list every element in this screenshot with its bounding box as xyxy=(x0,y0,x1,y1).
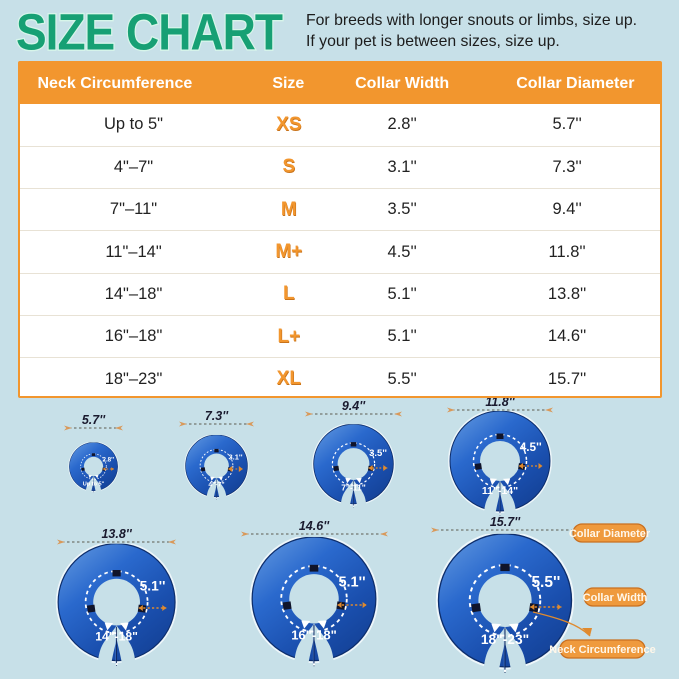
svg-text:Collar Width: Collar Width xyxy=(583,592,648,604)
svg-text:15.7'': 15.7'' xyxy=(490,515,521,529)
svg-text:4.5'': 4.5'' xyxy=(520,440,542,454)
svg-text:5.7'': 5.7'' xyxy=(82,413,106,427)
svg-text:5.1'': 5.1'' xyxy=(338,574,365,590)
svg-text:14.6'': 14.6'' xyxy=(299,519,330,533)
svg-text:Up to 5": Up to 5" xyxy=(83,482,105,488)
svg-text:13.8'': 13.8'' xyxy=(101,527,132,541)
svg-text:5.1'': 5.1'' xyxy=(140,579,166,594)
svg-text:Neck Circumference: Neck Circumference xyxy=(549,644,655,656)
svg-text:18"-23": 18"-23" xyxy=(481,632,529,647)
svg-text:4"-7": 4"-7" xyxy=(208,481,224,488)
svg-text:14"-18": 14"-18" xyxy=(95,630,138,644)
svg-text:9.4'': 9.4'' xyxy=(342,399,366,413)
svg-text:2.8'': 2.8'' xyxy=(103,456,115,463)
svg-text:3.5'': 3.5'' xyxy=(369,448,387,459)
svg-text:16"-18": 16"-18" xyxy=(291,628,337,643)
svg-text:Collar Diameter: Collar Diameter xyxy=(569,528,651,540)
svg-text:7.3'': 7.3'' xyxy=(205,409,229,423)
svg-text:5.5'': 5.5'' xyxy=(531,574,560,591)
svg-text:11"-14": 11"-14" xyxy=(482,485,518,497)
svg-text:7"-11": 7"-11" xyxy=(341,482,366,492)
svg-text:3.1'': 3.1'' xyxy=(229,453,243,462)
